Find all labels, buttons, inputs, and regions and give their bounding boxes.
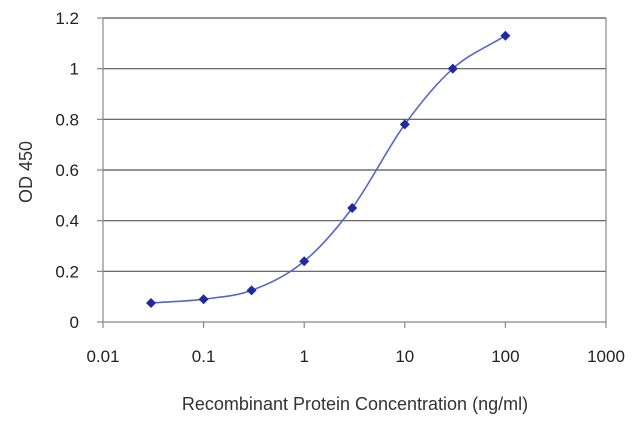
y-tick-label: 0.4: [55, 212, 79, 231]
x-tick-label: 100: [491, 347, 519, 366]
y-tick-labels: 0 0.2 0.4 0.6 0.8 1 1.2: [55, 9, 79, 332]
fit-curve-group: [150, 35, 506, 304]
y-tick-label: 0.2: [55, 262, 79, 281]
x-tick-label: 0.01: [86, 347, 119, 366]
data-point: [447, 63, 458, 74]
data-point: [399, 119, 410, 130]
x-tick-label: 0.1: [192, 347, 216, 366]
data-point: [500, 30, 511, 41]
y-axis-title: OD 450: [16, 141, 36, 203]
x-tick-label: 1: [299, 347, 308, 366]
fit-curve: [150, 35, 506, 304]
data-point: [299, 256, 310, 267]
gridlines: [103, 17, 606, 272]
data-point: [145, 298, 156, 308]
y-tick-label: 0: [70, 313, 79, 332]
y-tick-label: 0.6: [55, 161, 79, 180]
data-points: [145, 30, 511, 308]
x-axis-title: Recombinant Protein Concentration (ng/ml…: [182, 394, 528, 414]
data-point: [246, 285, 257, 296]
data-point: [347, 203, 358, 213]
y-tick-label: 0.8: [55, 110, 79, 129]
y-tick-label: 1: [70, 60, 79, 79]
y-tick-label: 1.2: [55, 9, 79, 28]
data-point: [198, 294, 209, 305]
x-tick-label: 10: [395, 347, 414, 366]
x-tick-label: 1000: [587, 347, 625, 366]
x-tick-labels: 0.01 0.1 1 10 100 1000: [86, 347, 624, 366]
axes: [97, 17, 607, 328]
